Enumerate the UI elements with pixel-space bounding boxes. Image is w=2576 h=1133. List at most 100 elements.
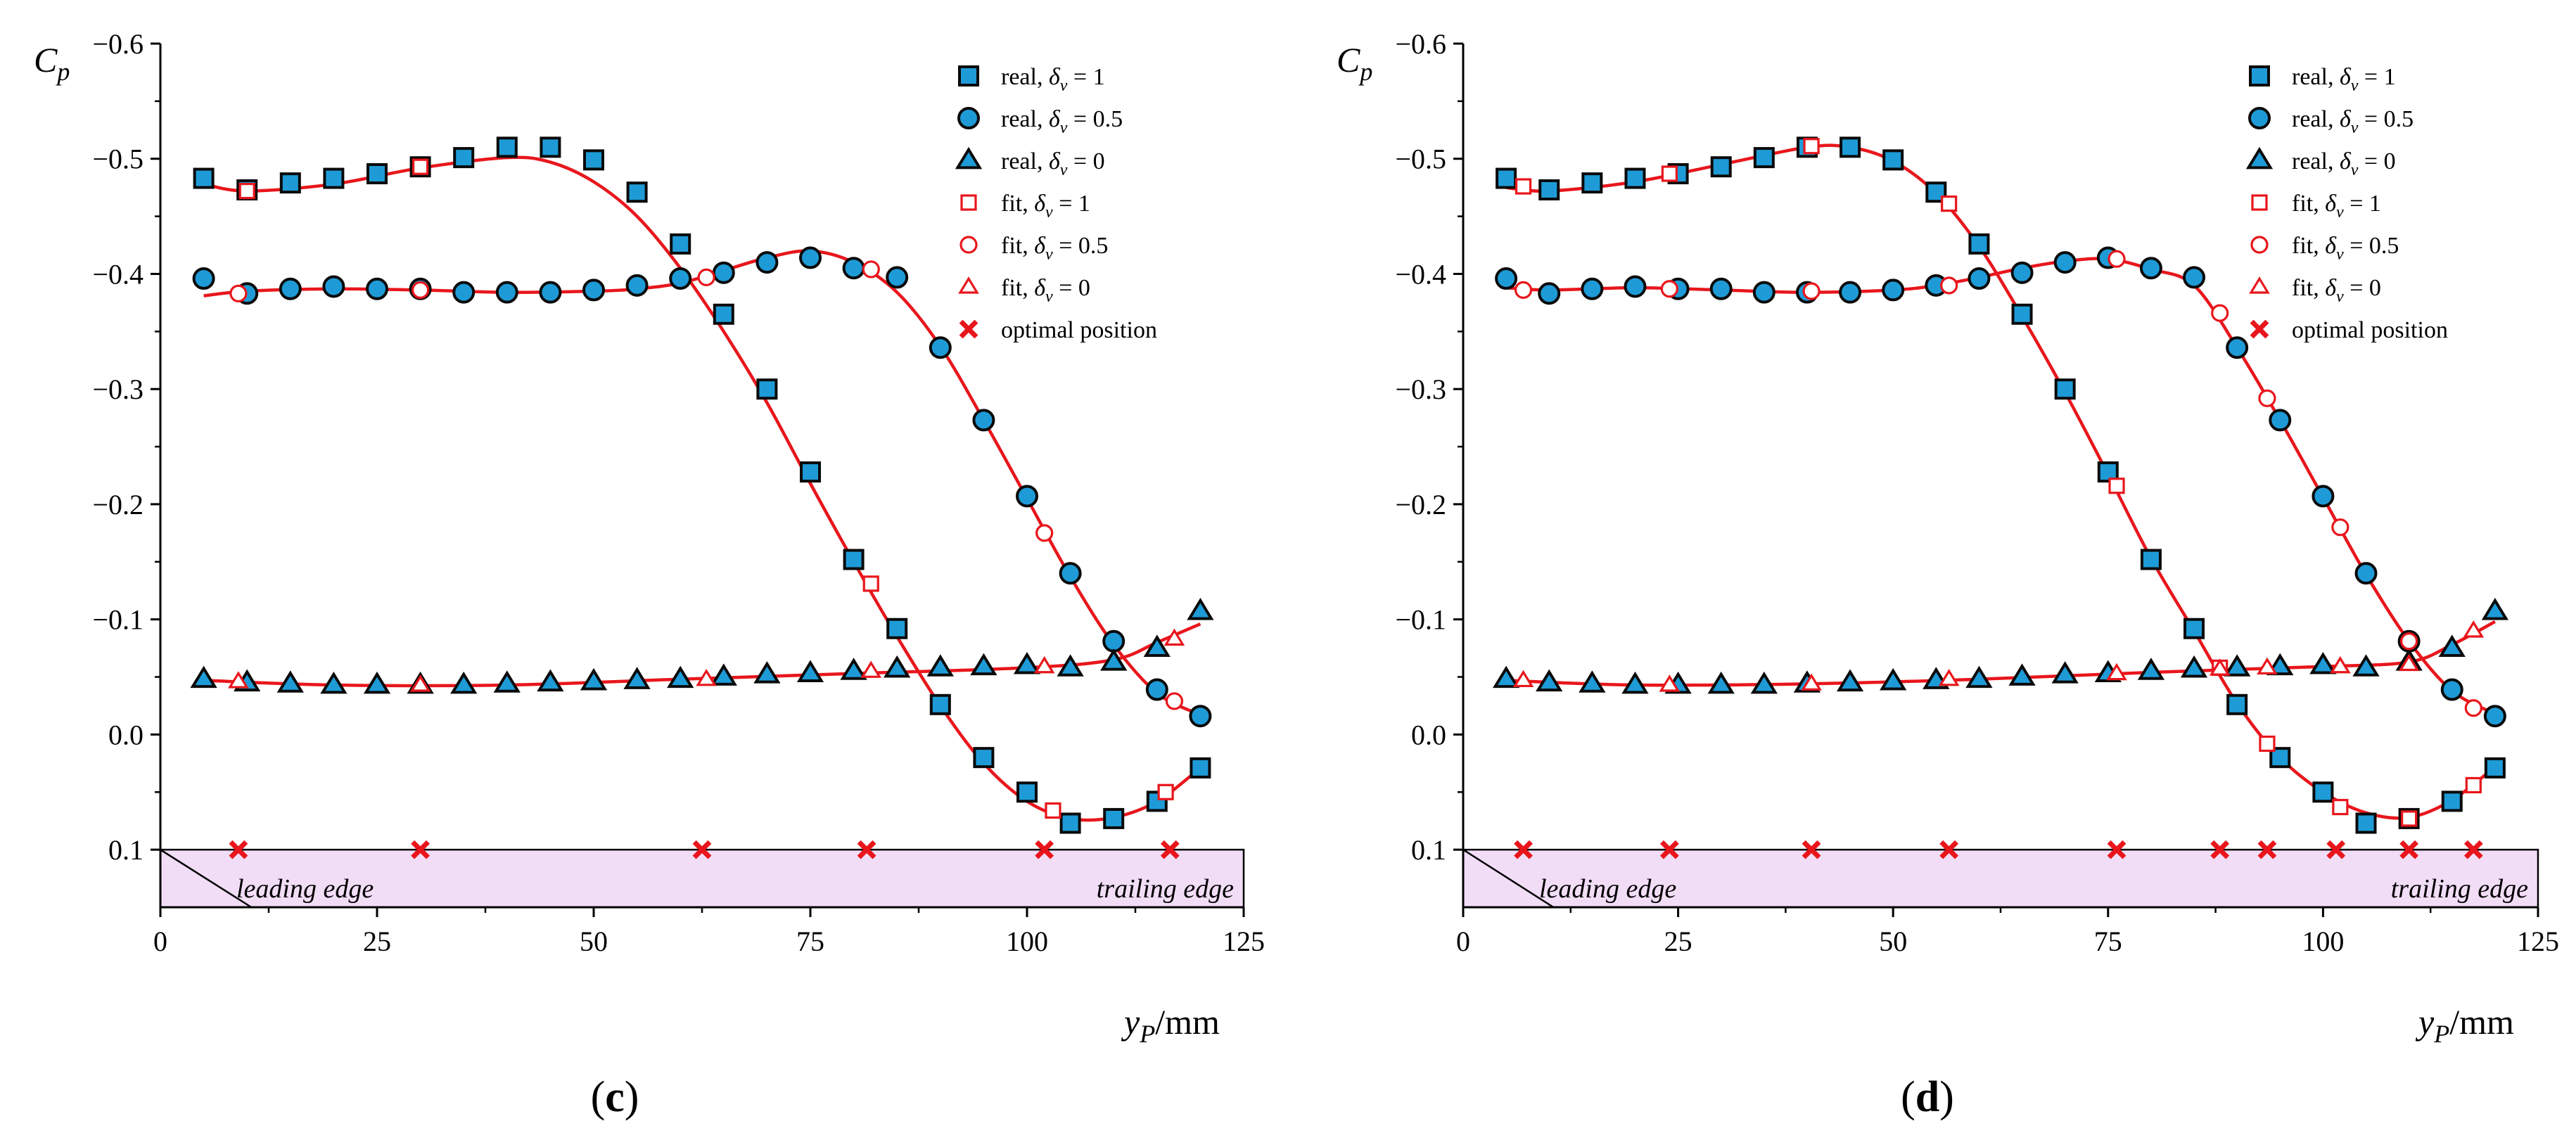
fit-point-triangle <box>1801 673 1822 691</box>
optimal-position-marker-stroke-b <box>1802 840 1821 859</box>
data-point-triangle <box>2481 598 2509 620</box>
y-axis-label: Cp <box>1337 40 1372 86</box>
data-point-circle <box>1709 277 1733 300</box>
legend-marker-real-square <box>958 65 979 87</box>
x-axis-label-main: y <box>1121 1002 1140 1042</box>
legend-label-prefix: real, <box>2292 148 2340 174</box>
legend-label: fit, δv = 0.5 <box>2292 233 2399 264</box>
legend-label-value: = 0.5 <box>1053 233 1109 259</box>
optimal-position-marker-stroke-b <box>2326 840 2346 859</box>
legend-label: real, δv = 1 <box>2292 64 2396 95</box>
data-point-square <box>1581 172 1603 194</box>
data-point-circle <box>2440 678 2463 701</box>
legend-label-sub: v <box>1060 119 1068 137</box>
panel-label: (d) <box>1901 1073 1954 1121</box>
data-point-square <box>2097 461 2119 483</box>
data-point-circle <box>279 277 302 300</box>
legend-label-prefix: real, <box>2292 64 2340 90</box>
data-point-triangle <box>710 663 737 686</box>
data-point-square <box>496 136 518 158</box>
legend-label-symbol: δ <box>2340 106 2352 132</box>
optimal-position-marker-stroke-b <box>2210 840 2230 859</box>
data-point-triangle <box>363 671 391 694</box>
legend-label-sub: v <box>2351 119 2359 137</box>
legend-label: real, δv = 0.5 <box>2292 106 2414 137</box>
data-point-triangle <box>2438 634 2466 657</box>
legend-label-value: = 1 <box>2344 191 2381 217</box>
data-point-square <box>1624 167 1646 189</box>
data-point-triangle <box>1013 651 1041 674</box>
data-point-circle <box>669 267 692 290</box>
fit-point-triangle <box>1033 655 1055 674</box>
panel-label-letter: c <box>605 1073 625 1121</box>
optimal-position-marker <box>857 840 876 859</box>
data-point-triangle <box>1836 669 1864 692</box>
fit-point-triangle <box>409 674 431 692</box>
fit-point-circle <box>2211 304 2229 322</box>
optimal-position-marker <box>2210 840 2230 859</box>
y-axis-label: Cp <box>34 40 70 86</box>
legend-marker-real-circle <box>957 107 980 129</box>
legend-label-symbol: δ <box>2340 148 2352 174</box>
legend-label: real, δv = 1 <box>1001 64 1105 95</box>
fit-point-triangle <box>2463 620 2485 638</box>
fit-point-circle <box>1940 276 1958 295</box>
optimal-position-marker <box>2463 840 2483 859</box>
data-point-square <box>1103 807 1125 829</box>
optimal-position-marker-stroke-b <box>2463 840 2483 859</box>
leading-edge-label: leading edge <box>236 874 374 904</box>
data-point-triangle <box>1187 598 1214 620</box>
data-point-triangle <box>623 667 651 689</box>
data-point-circle <box>2269 409 2292 432</box>
data-point-triangle <box>1492 665 1520 689</box>
x-tick-label: 25 <box>1664 926 1692 957</box>
legend-marker-fit-circle <box>959 236 978 254</box>
data-point-circle <box>192 267 215 290</box>
legend-label-symbol: δ <box>1034 275 1046 301</box>
y-tick-label: 0.1 <box>108 834 144 866</box>
leading-edge-line <box>160 849 253 909</box>
x-axis-label: yP/mm <box>2415 1002 2514 1048</box>
data-point-triangle <box>537 669 564 692</box>
legend-label-prefix: fit, <box>2292 191 2325 217</box>
legend-label-prefix: optimal position <box>2292 317 2448 343</box>
data-point-circle <box>1059 562 1082 585</box>
legend-label-value: = 1 <box>1067 64 1104 90</box>
legend-label-symbol: δ <box>2340 64 2352 90</box>
legend-marker-optimal-stroke-b <box>959 319 978 339</box>
legend-label-value: = 0.5 <box>2358 106 2414 132</box>
data-point-square <box>1882 149 1904 171</box>
data-point-square <box>2140 549 2162 570</box>
x-axis-label-sub: P <box>1139 1020 1155 1048</box>
data-point-triangle <box>2051 661 2079 684</box>
data-point-circle <box>1624 275 1647 298</box>
data-point-circle <box>2312 485 2335 508</box>
panel-label-close: ) <box>625 1073 639 1121</box>
data-point-triangle <box>1100 648 1128 671</box>
legend-label-symbol: δ <box>1049 148 1061 174</box>
legend-label-value: = 1 <box>1053 191 1090 217</box>
panel-label: (c) <box>591 1073 639 1121</box>
y-tick-label: 0.0 <box>1411 719 1446 750</box>
data-point-circle <box>972 409 995 432</box>
fit-point-triangle <box>2106 662 2127 681</box>
x-axis-label-unit: /mm <box>1155 1002 1220 1042</box>
leading-edge-line <box>1462 849 1555 909</box>
fit-point-circle <box>2258 389 2276 407</box>
legend-label-prefix: real, <box>1001 64 1049 90</box>
data-point-square <box>800 461 821 483</box>
data-point-circle <box>1189 705 1212 728</box>
fit-point-square <box>2108 478 2125 494</box>
chart-panel-c: leading edge trailing edge 0.1 0.0 −0.1 −0.2 −… <box>34 28 1265 1121</box>
legend-label: real, δv = 0 <box>2292 148 2396 179</box>
x-tick-label: 75 <box>796 926 824 957</box>
fit-point-triangle <box>1659 674 1681 692</box>
fit-point-triangle <box>696 668 718 686</box>
legend-marker-fit-square <box>2251 194 2268 211</box>
x-tick-label: 0 <box>153 926 167 957</box>
data-point-triangle <box>2008 663 2036 686</box>
data-point-circle <box>582 279 605 302</box>
y-axis-label-sub: p <box>1358 58 1372 86</box>
data-point-circle <box>452 281 476 304</box>
fit-point-square <box>1803 138 1820 155</box>
